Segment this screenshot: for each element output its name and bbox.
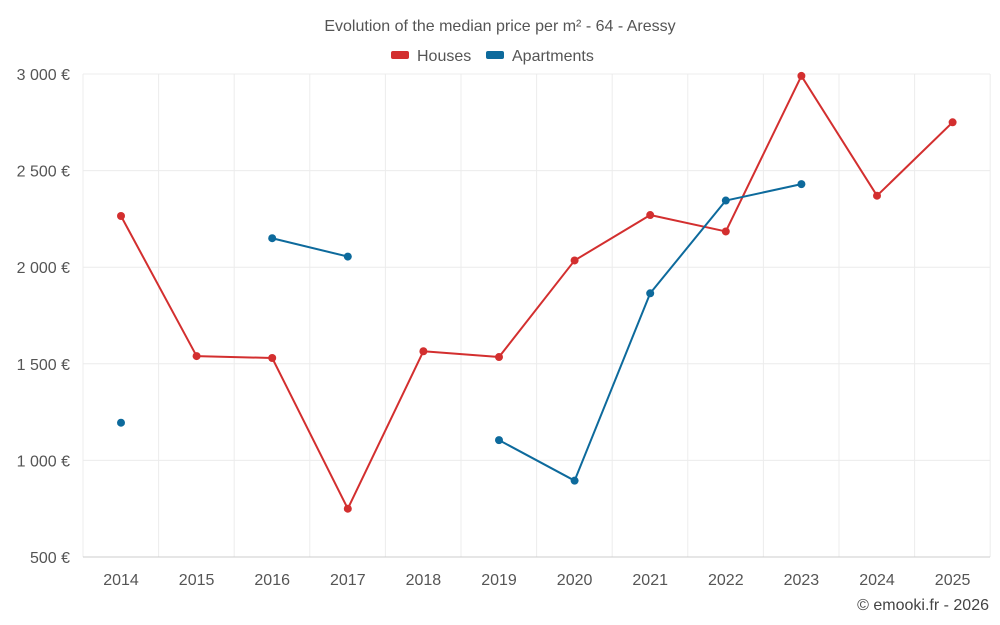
data-point-houses-2022[interactable] [721, 227, 730, 236]
data-point-houses-2014[interactable] [117, 212, 125, 221]
legend-label-apartments: Apartments [512, 48, 594, 65]
x-tick-label: 2025 [935, 572, 971, 589]
data-point-apartments-2017[interactable] [343, 252, 352, 261]
x-axis: 2014 2015 2016 2017 2018 2019 2020 2021 2022 2023… [83, 556, 990, 589]
data-point-houses-2023[interactable] [797, 71, 806, 80]
legend-item-apartments[interactable]: Apartments [486, 48, 594, 65]
x-tick-label: 2017 [330, 572, 366, 589]
data-point-houses-2018[interactable] [419, 347, 428, 356]
data-point-houses-2019[interactable] [495, 353, 503, 362]
x-tick-label: 2015 [179, 572, 215, 589]
y-tick-label: 2 500 € [17, 164, 70, 181]
x-tick-label: 2021 [632, 572, 668, 589]
x-tick-label: 2024 [859, 572, 895, 589]
chart-title: Evolution of the median price per m² - 6… [324, 18, 675, 35]
series-line-apartments [498, 183, 802, 482]
gridlines [82, 73, 991, 557]
legend-item-houses[interactable]: Houses [391, 48, 471, 65]
data-point-apartments-2022[interactable] [721, 196, 730, 205]
series-line-houses [120, 74, 954, 510]
data-point-houses-2024[interactable] [873, 191, 881, 200]
data-point-apartments-2019[interactable] [495, 436, 503, 445]
y-tick-label: 3 000 € [17, 67, 70, 84]
legend-label-houses: Houses [417, 48, 471, 65]
data-point-apartments-2021[interactable] [646, 289, 655, 298]
legend-swatch-houses [391, 51, 409, 59]
data-point-houses-2017[interactable] [343, 504, 352, 513]
x-tick-label: 2014 [103, 572, 139, 589]
x-tick-label: 2023 [784, 572, 820, 589]
data-point-houses-2021[interactable] [646, 211, 655, 220]
series-apartments [117, 180, 806, 485]
chart-legend: Houses Apartments [391, 48, 594, 65]
data-point-apartments-2016[interactable] [268, 234, 277, 243]
chart-credit: © emooki.fr - 2026 [857, 597, 989, 614]
data-point-houses-2016[interactable] [268, 354, 277, 363]
data-point-houses-2020[interactable] [570, 256, 579, 265]
y-tick-label: 1 500 € [17, 357, 70, 374]
series-houses [117, 71, 957, 513]
series-layer [117, 71, 957, 513]
x-tick-label: 2022 [708, 572, 744, 589]
y-tick-label: 500 € [30, 550, 70, 567]
x-tick-label: 2016 [254, 572, 290, 589]
data-point-apartments-2020[interactable] [570, 476, 579, 485]
y-tick-label: 1 000 € [17, 453, 70, 470]
y-tick-label: 2 000 € [17, 260, 70, 277]
x-tick-label: 2019 [481, 572, 517, 589]
data-point-apartments-2014[interactable] [117, 418, 125, 427]
data-point-houses-2025[interactable] [948, 118, 957, 127]
y-axis: 500 € 1 000 € 1 500 € 2 000 € 2 500 € 3 000 € [17, 67, 70, 567]
legend-swatch-apartments [486, 51, 504, 59]
x-tick-label: 2020 [557, 572, 593, 589]
data-point-apartments-2023[interactable] [797, 180, 806, 189]
x-tick-label: 2018 [406, 572, 442, 589]
series-line-apartments [271, 237, 349, 258]
data-point-houses-2015[interactable] [192, 352, 201, 361]
